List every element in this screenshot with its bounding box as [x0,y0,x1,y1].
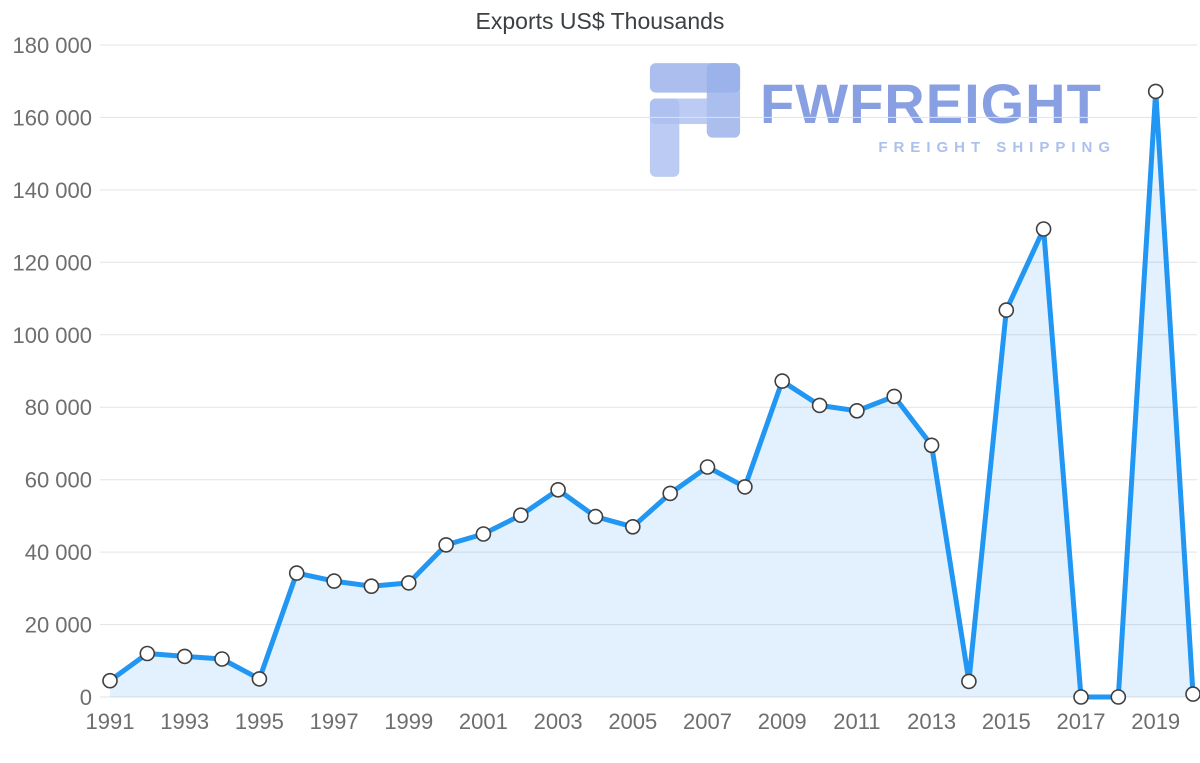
x-tick-label: 2013 [907,709,956,734]
x-tick-label: 1993 [160,709,209,734]
x-tick-label: 2017 [1057,709,1106,734]
area-fill [110,91,1193,697]
data-point-marker[interactable] [811,397,828,414]
x-tick-label: 1991 [86,709,135,734]
x-tick-label: 2011 [833,709,880,734]
data-point-marker[interactable] [512,507,529,524]
x-tick-label: 2019 [1131,709,1180,734]
y-tick-label: 120 000 [12,250,92,275]
data-point-marker[interactable] [587,508,604,525]
y-tick-label: 40 000 [25,540,92,565]
data-point-marker[interactable] [475,526,492,542]
x-tick-label: 2015 [982,709,1031,734]
data-point-marker[interactable] [737,479,753,495]
x-tick-label: 2003 [534,709,583,734]
y-tick-label: 0 [80,685,92,710]
data-point-marker[interactable] [550,481,566,498]
data-point-marker[interactable] [849,402,865,419]
y-tick-label: 80 000 [25,395,92,420]
data-point-marker[interactable] [214,651,230,667]
data-point-marker[interactable] [1110,689,1127,705]
watermark-tagline-text: FREIGHT SHIPPING [878,139,1116,156]
x-tick-label: 2001 [459,709,508,734]
watermark-brand-text: FWFREIGHT [760,72,1102,135]
data-point-marker[interactable] [998,302,1015,318]
data-point-marker[interactable] [102,672,118,689]
data-point-marker[interactable] [176,648,193,665]
data-point-marker[interactable] [886,388,903,405]
x-tick-label: 2007 [683,709,732,734]
data-point-marker[interactable] [326,573,342,589]
x-tick-label: 2009 [758,709,807,734]
y-tick-label: 160 000 [12,105,92,130]
y-tick-label: 60 000 [25,468,92,493]
data-point-marker[interactable] [662,485,679,502]
data-point-marker[interactable] [1073,689,1089,705]
data-point-marker[interactable] [961,673,977,690]
data-point-marker[interactable] [923,437,940,454]
watermark: FWFREIGHT FREIGHT SHIPPING [646,62,1166,188]
x-tick-label: 1997 [310,709,359,734]
chart-title: Exports US$ Thousands [475,8,725,34]
data-point-marker[interactable] [774,373,791,389]
data-point-marker[interactable] [139,645,156,662]
data-point-marker[interactable] [1185,686,1200,702]
data-point-marker[interactable] [288,565,305,581]
x-tick-label: 1995 [235,709,284,734]
data-point-marker[interactable] [363,578,380,595]
data-point-marker[interactable] [400,575,417,591]
x-tick-label: 2005 [608,709,657,734]
x-tick-label: 1999 [384,709,433,734]
data-point-marker[interactable] [251,671,268,687]
data-point-marker[interactable] [438,537,454,553]
data-point-marker[interactable] [1035,221,1052,237]
y-tick-label: 20 000 [25,613,92,638]
data-point-marker[interactable] [699,459,716,475]
y-tick-label: 180 000 [12,33,92,58]
y-tick-label: 100 000 [12,323,92,348]
line-series [107,88,1196,700]
y-tick-label: 140 000 [12,178,92,203]
data-point-marker[interactable] [1147,83,1164,100]
data-point-marker[interactable] [624,518,641,535]
